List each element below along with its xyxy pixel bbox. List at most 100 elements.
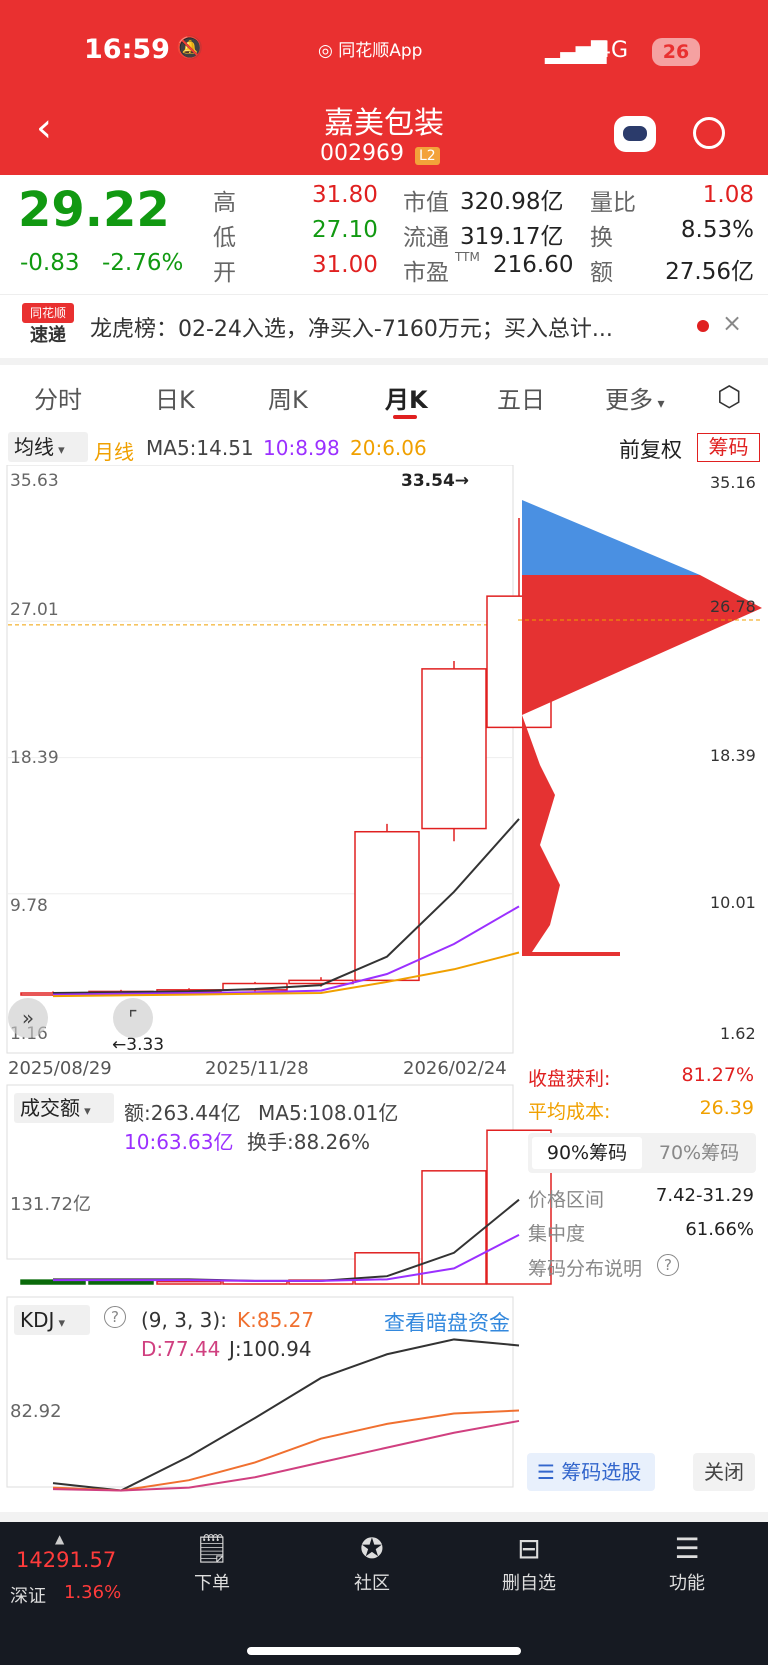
y-tick-4: 9.78: [10, 896, 48, 916]
settings-icon[interactable]: ⬡: [717, 380, 742, 413]
cost-label: 平均成本:: [528, 1101, 611, 1123]
volume-chart[interactable]: [20, 1129, 552, 1285]
tab-indicator: [393, 415, 417, 419]
chip-profit-area: [522, 500, 700, 575]
chip-range-tabs: 90%筹码 70%筹码: [528, 1133, 756, 1173]
open-value: 31.00: [312, 252, 378, 278]
status-app: ◎ 同花顺App: [318, 41, 423, 61]
signal-icon: ▂▄▆█: [545, 40, 607, 64]
tab-more[interactable]: 更多 ▾: [605, 386, 665, 414]
candle-body: [288, 979, 354, 985]
chip-select-label: 筹码选股: [561, 1460, 642, 1484]
low-value: 27.10: [312, 217, 378, 243]
tab-daily[interactable]: 日K: [155, 386, 195, 414]
high-value: 31.80: [312, 182, 378, 208]
menu-circle-icon: ☰: [674, 1532, 700, 1565]
kdj-d: D:77.44: [141, 1337, 221, 1361]
ma5-line: [52, 818, 520, 995]
volume-indicator-select[interactable]: 成交额 ▾: [14, 1093, 114, 1123]
search-icon[interactable]: [693, 117, 725, 149]
index-value[interactable]: 14291.57: [16, 1548, 117, 1572]
price-change-pct: -2.76%: [102, 250, 184, 276]
chips-button[interactable]: 筹码: [697, 433, 760, 462]
level-badge: L2: [414, 147, 440, 165]
order-label: 下单: [194, 1573, 230, 1594]
open-label: 开: [213, 260, 236, 286]
float-value: 319.17亿: [460, 224, 564, 250]
chip-help-icon[interactable]: ?: [657, 1254, 679, 1276]
amount-label: 额: [590, 260, 613, 286]
order-button[interactable]: 🗒 下单: [182, 1532, 242, 1595]
kline-chart[interactable]: [8, 518, 552, 998]
volume-ma5: MA5:108.01亿: [258, 1101, 399, 1125]
volume-amount: 额:263.44亿: [124, 1101, 241, 1125]
range-value: 7.42-31.29: [655, 1185, 754, 1206]
volume-y-tick: 131.72亿: [10, 1194, 91, 1215]
tab-five-day[interactable]: 五日: [497, 386, 545, 414]
mcap-label: 市值: [403, 190, 449, 216]
profit-value: 81.27%: [681, 1064, 754, 1086]
concentration-value: 61.66%: [685, 1219, 754, 1240]
amount-value: 27.56亿: [665, 259, 754, 285]
chip-select-button[interactable]: ☰ 筹码选股: [527, 1453, 655, 1491]
indicator-select-label: 均线: [14, 435, 54, 459]
x-tick-1: 2025/08/29: [8, 1058, 112, 1079]
profit-label: 收盘获利:: [528, 1068, 611, 1090]
news-ticker[interactable]: 同花顺 速递 龙虎榜：02-24入选，净买入-7160万元；买入总计... ×: [0, 294, 768, 358]
volume-turnover: 换手:88.26%: [247, 1130, 370, 1154]
vr-label: 量比: [590, 190, 636, 216]
chip-tick-3: 18.39: [710, 746, 756, 765]
volume-select-label: 成交额: [20, 1096, 80, 1120]
back-icon[interactable]: ‹: [36, 105, 52, 151]
dark-pool-link[interactable]: 查看暗盘资金: [384, 1311, 510, 1335]
robot-icon[interactable]: [614, 116, 656, 152]
y-tick-2: 27.01: [10, 600, 59, 620]
vr-value: 1.08: [702, 182, 754, 208]
status-app-label: 同花顺App: [338, 41, 423, 61]
stock-code-line: 002969 L2: [320, 141, 440, 166]
ma20-line: [52, 951, 520, 998]
adjust-button[interactable]: 前复权: [619, 438, 682, 462]
y-tick-3: 18.39: [10, 748, 59, 768]
kdj-k: K:85.27: [237, 1308, 315, 1332]
tab-70-chips[interactable]: 70%筹码: [658, 1142, 740, 1164]
tab-monthly[interactable]: 月K: [385, 386, 428, 414]
community-button[interactable]: ✪ 社区: [342, 1532, 402, 1595]
kdj-indicator-select[interactable]: KDJ ▾: [14, 1305, 90, 1335]
volume-bar: [156, 1280, 222, 1285]
charts-area: [6, 465, 762, 1492]
pe-label: 市盈: [403, 260, 449, 286]
cost-value: 26.39: [699, 1097, 754, 1119]
expand-icon[interactable]: »: [8, 998, 48, 1038]
ma10-value: 10:8.98: [263, 436, 340, 460]
chip-close-button[interactable]: 关闭: [693, 1453, 755, 1491]
tab-fenshi[interactable]: 分时: [34, 386, 82, 414]
mute-icon: 🔕: [176, 36, 204, 61]
index-pct: 1.36%: [64, 1582, 122, 1603]
min-value: 3.33: [126, 1035, 165, 1055]
indicator-select[interactable]: 均线 ▾: [8, 432, 88, 462]
tab-weekly[interactable]: 周K: [268, 386, 308, 414]
turnover-label: 换: [590, 225, 613, 251]
fullscreen-icon[interactable]: ⌜: [113, 998, 153, 1038]
volume-bar: [421, 1170, 487, 1285]
chip-tick-4: 10.01: [710, 893, 756, 912]
kdj-y-tick: 82.92: [10, 1401, 62, 1422]
header: 16:59 🔕 ◎ 同花顺App ▂▄▆█ 4G 26 ‹ 嘉美包装 00296…: [0, 0, 768, 175]
float-label: 流通: [403, 225, 449, 251]
home-indicator: [247, 1647, 521, 1655]
min-annotation: ←3.33: [112, 1035, 165, 1055]
tab-90-chips[interactable]: 90%筹码: [532, 1137, 642, 1169]
function-button[interactable]: ☰ 功能: [657, 1532, 717, 1595]
close-icon[interactable]: ×: [722, 309, 743, 337]
bottom-bar: ▲ 14291.57 深证 1.36% 🗒 下单 ✪ 社区 ⊟ 删自选 ☰ 功能: [0, 1522, 768, 1665]
chip-explain-link[interactable]: 筹码分布说明: [528, 1258, 643, 1280]
divider-bottom: [0, 1512, 768, 1522]
kdj-chart[interactable]: [52, 1338, 520, 1492]
community-label: 社区: [354, 1573, 390, 1594]
remove-watchlist-button[interactable]: ⊟ 删自选: [494, 1532, 564, 1595]
help-icon[interactable]: ?: [104, 1306, 126, 1328]
news-text: 龙虎榜：02-24入选，净买入-7160万元；买入总计...: [90, 317, 613, 342]
x-tick-2: 2025/11/28: [205, 1058, 309, 1079]
concentration-label: 集中度: [528, 1223, 586, 1245]
